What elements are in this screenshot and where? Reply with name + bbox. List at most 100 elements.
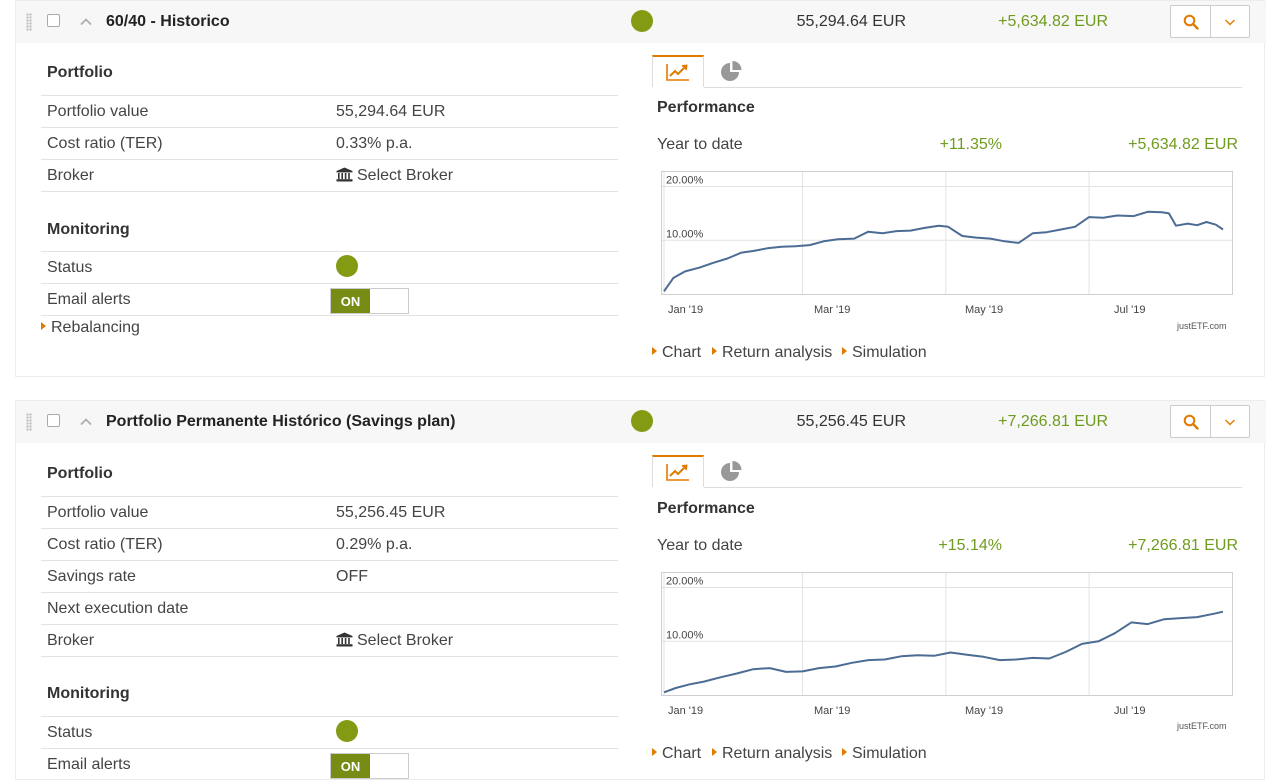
- chart-link[interactable]: Chart: [652, 745, 701, 763]
- portfolio-title[interactable]: 60/40 - Historico: [106, 13, 230, 30]
- x-tick-label: Mar '19: [814, 705, 851, 717]
- row-value: 0.29% p.a.: [336, 536, 413, 553]
- toggle-on-label: ON: [331, 289, 370, 313]
- pie-chart-icon: [721, 461, 742, 481]
- row-value: 55,256.45 EUR: [336, 504, 446, 521]
- info-row: Portfolio value 55,256.45 EUR: [41, 496, 618, 528]
- row-label: Cost ratio (TER): [47, 536, 163, 553]
- performance-chart: 20.00% 10.00%: [661, 171, 1233, 295]
- ytd-absolute: +7,266.81 EUR: [1128, 537, 1238, 554]
- caret-right-icon: [41, 322, 46, 330]
- chart-link-label: Chart: [662, 344, 702, 361]
- ytd-label: Year to date: [657, 136, 743, 153]
- performance-title: Performance: [657, 500, 755, 517]
- email-alerts-toggle[interactable]: ON: [330, 288, 409, 314]
- portfolio-checkbox[interactable]: [47, 414, 60, 427]
- portfolio-section-title: Portfolio: [47, 465, 113, 482]
- search-icon: [1183, 414, 1199, 430]
- portfolio-panel: 60/40 - Historico 55,294.64 EUR +5,634.8…: [15, 0, 1266, 377]
- x-tick-label: May '19: [965, 304, 1004, 316]
- x-tick-label: Jul '19: [1114, 304, 1146, 316]
- select-broker-link[interactable]: Select Broker: [336, 632, 453, 650]
- row-value: 0.33% p.a.: [336, 135, 413, 152]
- select-broker-label: Select Broker: [357, 167, 454, 184]
- ytd-absolute: +5,634.82 EUR: [1128, 136, 1238, 153]
- row-label: Broker: [47, 167, 95, 184]
- ytd-percent: +15.14%: [938, 537, 1002, 554]
- tab-divider: [704, 87, 1242, 88]
- chart-credit: justETF.com: [1177, 721, 1227, 731]
- email-alerts-row: Email alerts ON: [41, 748, 618, 780]
- caret-right-icon: [842, 748, 847, 756]
- row-value: 55,294.64 EUR: [336, 103, 446, 120]
- caret-right-icon: [712, 347, 717, 355]
- tab-allocation-pie[interactable]: [712, 455, 752, 487]
- simulation-link[interactable]: Simulation: [842, 344, 927, 362]
- header-portfolio-value: 55,256.45 EUR: [796, 413, 906, 430]
- collapse-chevron-up-icon[interactable]: [78, 14, 94, 30]
- row-label: Savings rate: [47, 568, 136, 585]
- select-broker-link[interactable]: Select Broker: [336, 167, 453, 185]
- options-dropdown-button[interactable]: [1210, 405, 1250, 438]
- status-label: Status: [47, 259, 93, 276]
- monitoring-section-title: Monitoring: [47, 685, 130, 702]
- return-analysis-link[interactable]: Return analysis: [712, 745, 832, 763]
- options-dropdown-button[interactable]: [1210, 5, 1250, 38]
- row-label: Portfolio value: [47, 504, 149, 521]
- search-button[interactable]: [1170, 5, 1211, 38]
- tab-performance-chart[interactable]: [652, 455, 704, 487]
- portfolio-panel: Portfolio Permanente Histórico (Savings …: [15, 400, 1266, 780]
- search-button[interactable]: [1170, 405, 1211, 438]
- rebalancing-link[interactable]: Rebalancing: [41, 319, 140, 337]
- info-row: Next execution date: [41, 592, 618, 624]
- x-tick-label: Jan '19: [668, 304, 704, 316]
- row-label: Portfolio value: [47, 103, 149, 120]
- monitoring-section-title: Monitoring: [47, 221, 130, 238]
- status-row: Status: [41, 716, 618, 748]
- chart-frame: [661, 171, 1233, 295]
- divider: [41, 315, 618, 316]
- status-indicator-icon: [631, 10, 653, 32]
- row-label: Cost ratio (TER): [47, 135, 163, 152]
- portfolio-header: 60/40 - Historico 55,294.64 EUR +5,634.8…: [16, 1, 1266, 43]
- return-analysis-link-label: Return analysis: [722, 344, 833, 361]
- line-chart-icon: [666, 464, 689, 481]
- header-portfolio-gain: +7,266.81 EUR: [998, 413, 1108, 430]
- chart-link[interactable]: Chart: [652, 344, 701, 362]
- simulation-link-label: Simulation: [852, 745, 927, 762]
- email-alerts-label: Email alerts: [47, 756, 131, 773]
- bank-icon: [336, 632, 353, 647]
- toggle-on-label: ON: [331, 754, 370, 778]
- ytd-label: Year to date: [657, 537, 743, 554]
- chevron-down-icon: [1225, 19, 1235, 25]
- row-value: OFF: [336, 568, 368, 585]
- return-analysis-link[interactable]: Return analysis: [712, 344, 832, 362]
- info-row: Cost ratio (TER) 0.29% p.a.: [41, 528, 618, 560]
- status-row: Status: [41, 251, 618, 283]
- tab-allocation-pie[interactable]: [712, 55, 752, 87]
- rebalancing-label: Rebalancing: [51, 319, 140, 336]
- x-tick-label: Mar '19: [814, 304, 851, 316]
- ytd-percent: +11.35%: [939, 136, 1002, 153]
- drag-handle-icon[interactable]: [26, 413, 32, 431]
- caret-right-icon: [842, 347, 847, 355]
- email-alerts-row: Email alerts ON: [41, 283, 618, 315]
- email-alerts-toggle[interactable]: ON: [330, 753, 409, 779]
- return-analysis-link-label: Return analysis: [722, 745, 833, 762]
- portfolio-title[interactable]: Portfolio Permanente Histórico (Savings …: [106, 413, 456, 430]
- y-tick-label: 10.00%: [666, 228, 704, 240]
- header-portfolio-value: 55,294.64 EUR: [796, 13, 906, 30]
- portfolio-checkbox[interactable]: [47, 14, 60, 27]
- drag-handle-icon[interactable]: [26, 13, 32, 31]
- chart-link-label: Chart: [662, 745, 702, 762]
- portfolio-header: Portfolio Permanente Histórico (Savings …: [16, 401, 1266, 443]
- info-row: Cost ratio (TER) 0.33% p.a.: [41, 127, 618, 159]
- collapse-chevron-up-icon[interactable]: [78, 414, 94, 430]
- performance-title: Performance: [657, 99, 755, 116]
- info-row: Savings rate OFF: [41, 560, 618, 592]
- divider: [41, 191, 618, 192]
- tab-performance-chart[interactable]: [652, 55, 704, 87]
- select-broker-label: Select Broker: [357, 632, 454, 649]
- simulation-link[interactable]: Simulation: [842, 745, 927, 763]
- line-chart-icon: [666, 64, 689, 81]
